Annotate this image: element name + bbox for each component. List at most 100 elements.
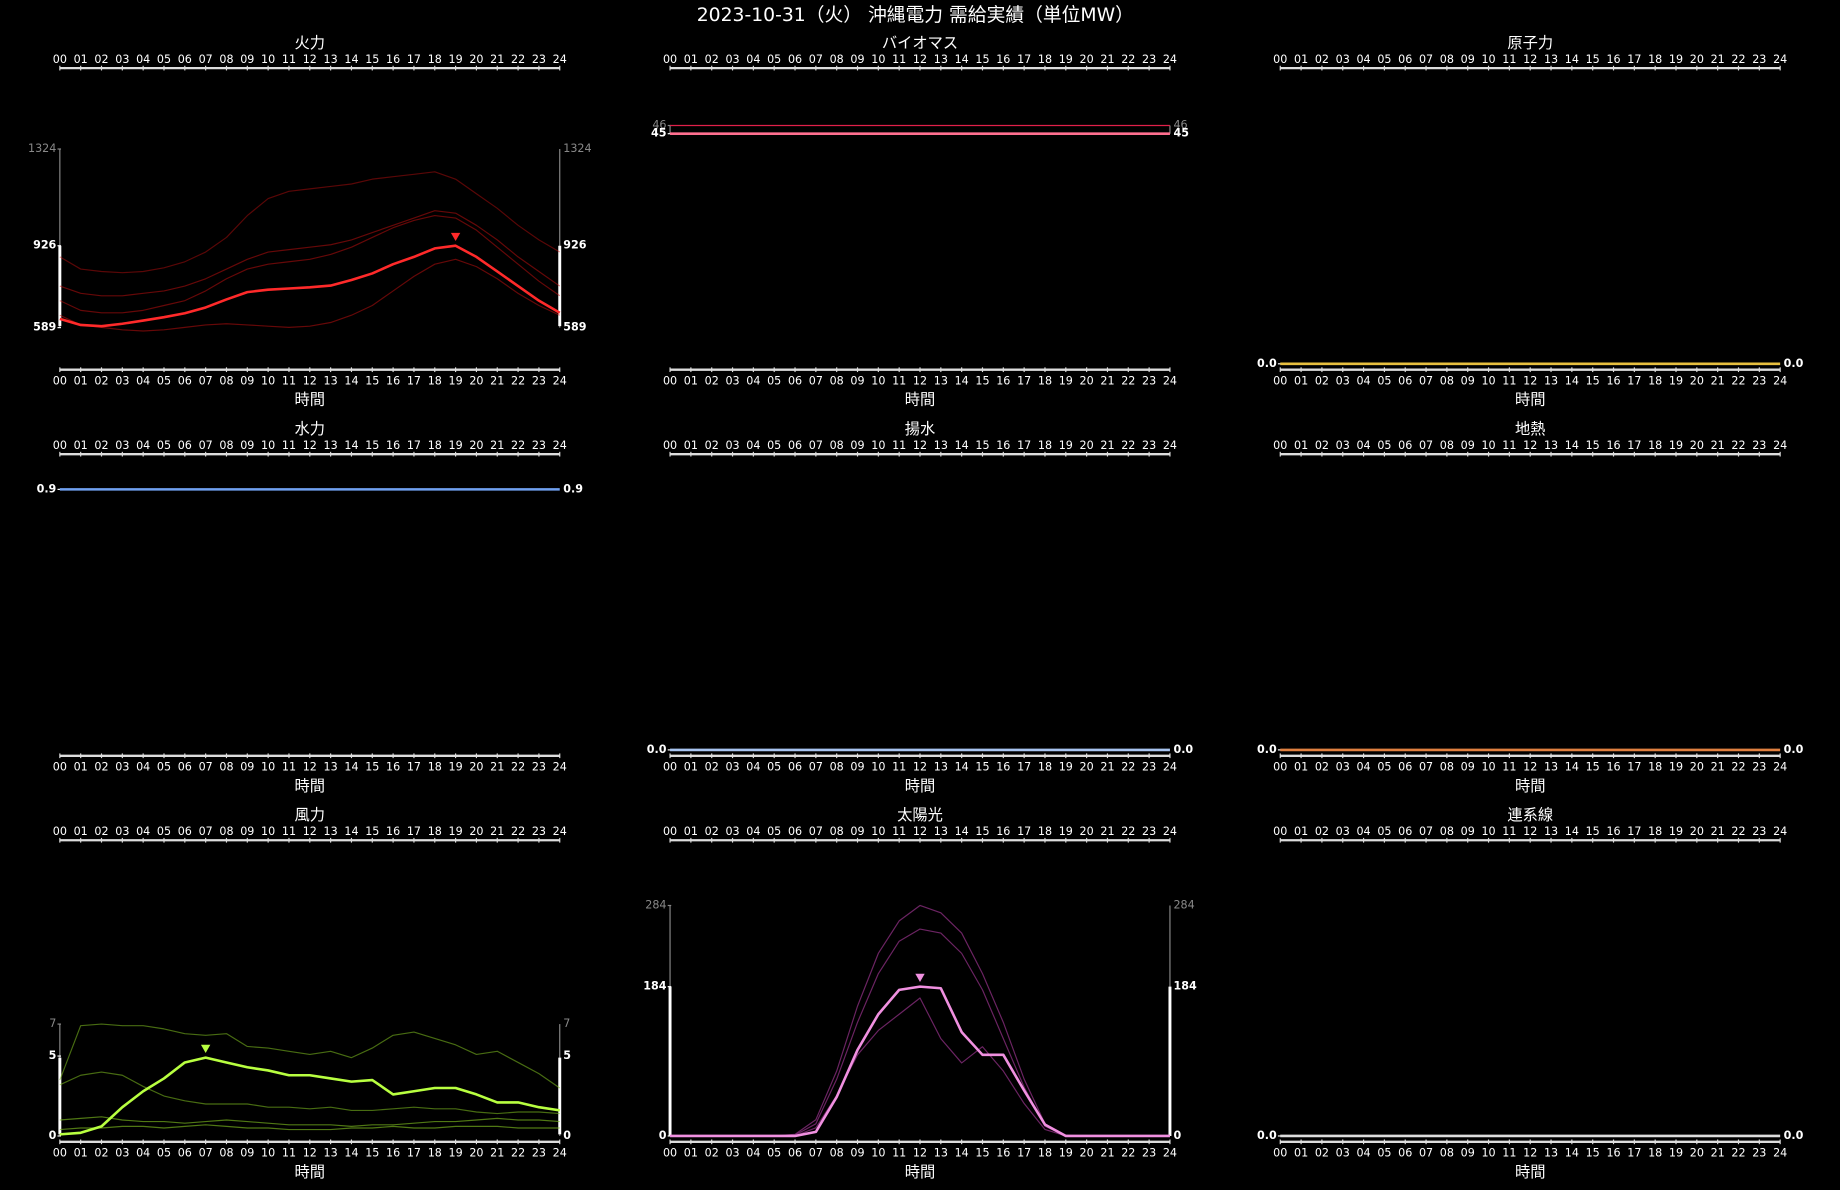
x-tick-label: 14	[955, 825, 969, 838]
x-tick-label: 02	[1315, 53, 1329, 66]
x-tick-label: 10	[871, 53, 885, 66]
x-tick-label: 06	[788, 1147, 802, 1160]
y-tick-label: 0.0	[1784, 1129, 1804, 1142]
x-tick-label: 22	[1121, 1147, 1135, 1160]
x-tick-label: 13	[934, 439, 948, 452]
x-tick-label: 04	[1356, 53, 1370, 66]
x-tick-label: 03	[1336, 374, 1350, 387]
x-tick-label: 20	[469, 825, 483, 838]
x-tick-label: 02	[705, 439, 719, 452]
x-tick-label: 10	[261, 53, 275, 66]
panel-title: 水力	[295, 420, 326, 438]
x-tick-label: 15	[365, 439, 379, 452]
x-tick-label: 09	[240, 1147, 254, 1160]
x-tick-label: 18	[1038, 374, 1052, 387]
x-tick-label: 19	[1059, 1147, 1073, 1160]
x-tick-label: 09	[240, 439, 254, 452]
x-tick-label: 11	[1502, 825, 1516, 838]
x-tick-label: 16	[1606, 439, 1620, 452]
x-tick-label: 16	[1606, 825, 1620, 838]
x-tick-label: 21	[1100, 1147, 1114, 1160]
x-tick-label: 06	[1398, 53, 1412, 66]
x-tick-label: 07	[809, 760, 823, 773]
x-tick-label: 23	[532, 53, 546, 66]
x-tick-label: 14	[955, 1147, 969, 1160]
x-tick-label: 22	[1731, 374, 1745, 387]
x-axis-label: 時間	[1515, 777, 1546, 795]
x-tick-label: 02	[705, 1147, 719, 1160]
x-tick-label: 13	[324, 53, 338, 66]
x-tick-label: 11	[892, 760, 906, 773]
x-tick-label: 03	[1336, 760, 1350, 773]
x-tick-label: 16	[386, 760, 400, 773]
x-tick-label: 08	[219, 53, 233, 66]
x-tick-label: 14	[344, 825, 358, 838]
x-tick-label: 03	[115, 439, 129, 452]
x-axis-label: 時間	[1515, 391, 1546, 409]
x-tick-label: 18	[1648, 760, 1662, 773]
panel-title: 地熱	[1515, 420, 1546, 438]
x-tick-label: 14	[344, 1147, 358, 1160]
x-tick-label: 22	[1121, 374, 1135, 387]
x-tick-label: 11	[282, 53, 296, 66]
x-tick-label: 00	[1273, 374, 1287, 387]
x-tick-label: 15	[975, 1147, 989, 1160]
x-tick-label: 00	[1273, 760, 1287, 773]
x-tick-label: 08	[1440, 374, 1454, 387]
x-tick-label: 05	[157, 53, 171, 66]
y-tick-label: 0.0	[647, 743, 667, 756]
x-tick-label: 10	[1481, 1147, 1495, 1160]
x-tick-label: 05	[1377, 53, 1391, 66]
x-tick-label: 18	[1648, 1147, 1662, 1160]
x-tick-label: 18	[1038, 53, 1052, 66]
x-tick-label: 24	[1773, 825, 1787, 838]
x-tick-label: 07	[1419, 760, 1433, 773]
x-tick-label: 10	[1481, 439, 1495, 452]
y-tick-label: 284	[1173, 898, 1194, 911]
x-tick-label: 03	[725, 825, 739, 838]
x-tick-label: 15	[975, 825, 989, 838]
x-tick-label: 22	[1731, 825, 1745, 838]
x-tick-label: 21	[490, 374, 504, 387]
x-tick-label: 17	[1017, 760, 1031, 773]
x-tick-label: 05	[767, 1147, 781, 1160]
x-tick-label: 04	[746, 53, 760, 66]
x-tick-label: 07	[809, 439, 823, 452]
x-tick-label: 06	[178, 760, 192, 773]
x-tick-label: 13	[1544, 760, 1558, 773]
x-tick-label: 24	[1773, 374, 1787, 387]
x-tick-label: 03	[1336, 825, 1350, 838]
y-tick-label: 184	[1173, 980, 1196, 993]
x-tick-label: 19	[1059, 760, 1073, 773]
x-tick-label: 14	[1565, 825, 1579, 838]
x-tick-label: 06	[788, 53, 802, 66]
x-tick-label: 24	[1773, 53, 1787, 66]
x-tick-label: 12	[913, 374, 927, 387]
x-tick-label: 22	[1731, 53, 1745, 66]
x-tick-label: 15	[365, 53, 379, 66]
x-tick-label: 09	[240, 760, 254, 773]
x-tick-label: 03	[1336, 439, 1350, 452]
x-axis-label: 時間	[905, 391, 935, 409]
x-tick-label: 20	[1690, 825, 1704, 838]
page-title: 2023-10-31（火） 沖縄電力 需給実績（単位MW）	[697, 4, 1134, 26]
peak-marker	[915, 973, 925, 982]
x-tick-label: 04	[136, 374, 150, 387]
x-tick-label: 23	[532, 825, 546, 838]
x-tick-label: 22	[1121, 439, 1135, 452]
x-tick-label: 17	[1017, 53, 1031, 66]
x-tick-label: 15	[1586, 1147, 1600, 1160]
x-tick-label: 19	[449, 374, 463, 387]
y-tick-label: 0.0	[1257, 1129, 1277, 1142]
x-tick-label: 18	[1648, 374, 1662, 387]
x-tick-label: 01	[74, 1147, 88, 1160]
x-tick-label: 07	[1419, 825, 1433, 838]
x-tick-label: 00	[663, 760, 677, 773]
x-tick-label: 03	[115, 760, 129, 773]
x-tick-label: 13	[934, 53, 948, 66]
x-tick-label: 24	[553, 439, 567, 452]
x-tick-label: 03	[115, 1147, 129, 1160]
x-tick-label: 14	[344, 374, 358, 387]
y-tick-label: 0.9	[563, 482, 583, 495]
x-tick-label: 20	[1690, 439, 1704, 452]
